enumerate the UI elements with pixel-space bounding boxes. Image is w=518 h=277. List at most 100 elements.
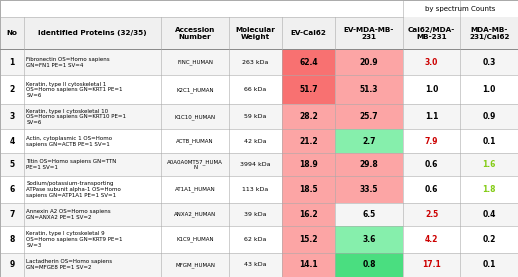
Text: A0A0A0MT57_HUMA
N: A0A0A0MT57_HUMA N xyxy=(167,159,223,170)
Text: 0.4: 0.4 xyxy=(483,210,496,219)
Bar xyxy=(282,104,335,129)
Text: Keratin, type I cytoskeletal 9
OS=Homo sapiens GN=KRT9 PE=1
SV=3: Keratin, type I cytoskeletal 9 OS=Homo s… xyxy=(26,231,123,248)
Text: MFGM_HUMAN: MFGM_HUMAN xyxy=(175,262,215,268)
Text: 2: 2 xyxy=(9,85,15,94)
Bar xyxy=(335,49,403,75)
Text: 1.8: 1.8 xyxy=(482,185,496,194)
Bar xyxy=(0,49,518,75)
Text: Molecular
Weight: Molecular Weight xyxy=(236,27,276,40)
Text: MDA-MB-
231/Cal62: MDA-MB- 231/Cal62 xyxy=(469,27,510,40)
Text: 263 kDa: 263 kDa xyxy=(242,60,269,65)
Text: 51.3: 51.3 xyxy=(359,85,378,94)
Text: 6.5: 6.5 xyxy=(362,210,376,219)
Bar xyxy=(335,129,403,153)
Text: 3.6: 3.6 xyxy=(362,235,376,244)
Text: 28.2: 28.2 xyxy=(299,112,318,121)
Text: 0.1: 0.1 xyxy=(483,137,496,146)
Bar xyxy=(0,75,518,104)
Text: K2C1_HUMAN: K2C1_HUMAN xyxy=(176,87,214,93)
Text: 18.5: 18.5 xyxy=(299,185,318,194)
Text: 3.0: 3.0 xyxy=(425,58,438,67)
Text: 0.6: 0.6 xyxy=(425,185,438,194)
Text: 66 kDa: 66 kDa xyxy=(244,87,267,93)
Text: Sodium/potassium-transporting
ATPase subunit alpha-1 OS=Homo
sapiens GN=ATP1A1 P: Sodium/potassium-transporting ATPase sub… xyxy=(26,181,121,198)
Bar xyxy=(335,75,403,104)
Text: 16.2: 16.2 xyxy=(299,210,318,219)
Bar xyxy=(0,203,518,226)
Text: Accession
Number: Accession Number xyxy=(175,27,215,40)
Bar xyxy=(335,253,403,277)
Text: Annexin A2 OS=Homo sapiens
GN=ANXA2 PE=1 SV=2: Annexin A2 OS=Homo sapiens GN=ANXA2 PE=1… xyxy=(26,209,111,220)
Text: EV-Cal62: EV-Cal62 xyxy=(291,30,326,36)
Text: 0.1: 0.1 xyxy=(483,260,496,269)
Bar xyxy=(0,104,518,129)
Bar xyxy=(282,203,335,226)
Text: 2.7: 2.7 xyxy=(362,137,376,146)
Text: 4.2: 4.2 xyxy=(425,235,438,244)
Text: K1C10_HUMAN: K1C10_HUMAN xyxy=(175,114,215,120)
Text: 0.3: 0.3 xyxy=(483,58,496,67)
Bar xyxy=(0,176,518,203)
Bar xyxy=(0,17,518,49)
Text: 9: 9 xyxy=(9,260,15,269)
Text: 39 kDa: 39 kDa xyxy=(244,212,267,217)
Text: 20.9: 20.9 xyxy=(359,58,378,67)
Text: 0.2: 0.2 xyxy=(483,235,496,244)
Text: Fibronectin OS=Homo sapiens
GN=FN1 PE=1 SV=4: Fibronectin OS=Homo sapiens GN=FN1 PE=1 … xyxy=(26,57,110,68)
Text: Lactadherin OS=Homo sapiens
GN=MFGE8 PE=1 SV=2: Lactadherin OS=Homo sapiens GN=MFGE8 PE=… xyxy=(26,260,112,270)
Text: 7.9: 7.9 xyxy=(425,137,438,146)
Text: 59 kDa: 59 kDa xyxy=(244,114,267,119)
Text: Cal62/MDA-
MB-231: Cal62/MDA- MB-231 xyxy=(408,27,455,40)
Text: 62.4: 62.4 xyxy=(299,58,318,67)
Text: 2.5: 2.5 xyxy=(425,210,438,219)
Bar xyxy=(403,0,518,17)
Bar xyxy=(282,75,335,104)
Text: 113 kDa: 113 kDa xyxy=(242,187,269,192)
Bar xyxy=(282,129,335,153)
Text: FINC_HUMAN: FINC_HUMAN xyxy=(177,59,213,65)
Bar xyxy=(0,129,518,153)
Bar xyxy=(282,49,335,75)
Text: 33.5: 33.5 xyxy=(359,185,378,194)
Text: 3: 3 xyxy=(9,112,15,121)
Text: Identified Proteins (32/35): Identified Proteins (32/35) xyxy=(38,30,147,36)
Text: 1: 1 xyxy=(9,58,15,67)
Bar xyxy=(335,104,403,129)
Text: 0.6: 0.6 xyxy=(425,160,438,169)
Text: 0.8: 0.8 xyxy=(362,260,376,269)
Bar xyxy=(282,253,335,277)
Text: ANXA2_HUMAN: ANXA2_HUMAN xyxy=(174,212,216,217)
Bar xyxy=(0,226,518,253)
Text: 5: 5 xyxy=(9,160,15,169)
Text: 15.2: 15.2 xyxy=(299,235,318,244)
Text: Actin, cytoplasmic 1 OS=Homo
sapiens GN=ACTB PE=1 SV=1: Actin, cytoplasmic 1 OS=Homo sapiens GN=… xyxy=(26,136,112,147)
Text: 21.2: 21.2 xyxy=(299,137,318,146)
Text: Keratin, type II cytoskeletal 1
OS=Homo sapiens GN=KRT1 PE=1
SV=6: Keratin, type II cytoskeletal 1 OS=Homo … xyxy=(26,82,123,98)
Text: 1.0: 1.0 xyxy=(425,85,438,94)
Text: 42 kDa: 42 kDa xyxy=(244,138,267,144)
Text: 43 kDa: 43 kDa xyxy=(244,262,267,267)
Text: 14.1: 14.1 xyxy=(299,260,318,269)
Text: 1.1: 1.1 xyxy=(425,112,438,121)
Text: AT1A1_HUMAN: AT1A1_HUMAN xyxy=(175,187,215,193)
Text: EV-MDA-MB-
231: EV-MDA-MB- 231 xyxy=(344,27,394,40)
Bar xyxy=(335,226,403,253)
Text: 8: 8 xyxy=(9,235,15,244)
Text: 29.8: 29.8 xyxy=(359,160,378,169)
Text: 1.0: 1.0 xyxy=(483,85,496,94)
Text: 4: 4 xyxy=(9,137,15,146)
Text: K1C9_HUMAN: K1C9_HUMAN xyxy=(176,237,214,242)
Text: by spectrum Counts: by spectrum Counts xyxy=(425,6,496,12)
Text: 51.7: 51.7 xyxy=(299,85,318,94)
Text: 25.7: 25.7 xyxy=(359,112,378,121)
Text: 1.6: 1.6 xyxy=(483,160,496,169)
Bar xyxy=(282,226,335,253)
Text: 6: 6 xyxy=(9,185,15,194)
Text: No: No xyxy=(7,30,18,36)
Bar xyxy=(335,153,403,176)
Bar xyxy=(0,253,518,277)
Bar xyxy=(282,176,335,203)
Text: 3994 kDa: 3994 kDa xyxy=(240,162,271,167)
Text: ACTB_HUMAN: ACTB_HUMAN xyxy=(176,138,214,144)
Text: 0.9: 0.9 xyxy=(483,112,496,121)
